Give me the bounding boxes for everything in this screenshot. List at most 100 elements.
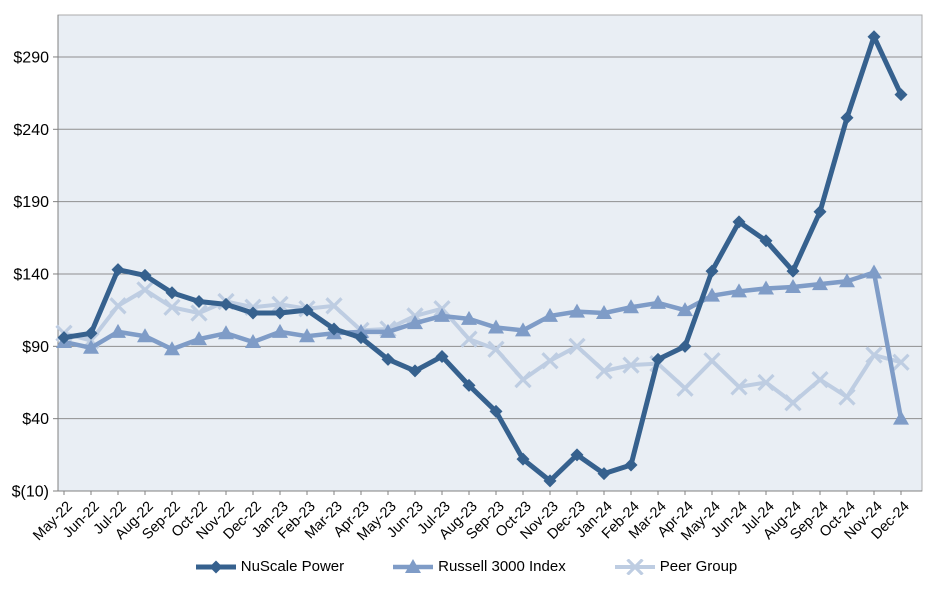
series-line-peer-group: [63, 287, 902, 405]
y-tick-label: $90: [22, 339, 49, 356]
diamond-marker: [138, 268, 152, 282]
y-tick-label: $190: [13, 194, 49, 211]
diamond-marker: [246, 306, 260, 320]
diamond-marker: [219, 297, 233, 311]
legend-label-peer-group: Peer Group: [659, 558, 738, 575]
triangle-marker: [893, 410, 909, 425]
diamond-marker: [759, 234, 773, 248]
diamond-marker: [209, 560, 223, 573]
triangle-marker: [569, 303, 585, 318]
diamond-marker: [678, 339, 692, 353]
legend-marker-nuscale-power: [195, 560, 236, 573]
triangle-marker: [83, 339, 99, 354]
triangle-marker: [191, 331, 207, 346]
diamond-marker: [57, 331, 71, 345]
x-marker: [460, 330, 478, 348]
x-marker: [163, 298, 181, 316]
x-marker: [487, 340, 505, 358]
triangle-marker: [812, 276, 828, 291]
legend-marker-peer-group: [614, 558, 655, 575]
legend-marker-russell-3000-index: [393, 558, 434, 573]
diamond-marker: [786, 264, 800, 278]
plot-area: [57, 14, 923, 492]
triangle-marker: [245, 333, 261, 348]
series-russell-3000-index: [56, 264, 909, 425]
triangle-marker: [515, 322, 531, 337]
x-marker: [730, 378, 748, 396]
x-marker: [676, 379, 694, 397]
diamond-marker: [894, 88, 908, 102]
x-marker: [271, 295, 289, 313]
triangle-marker: [758, 280, 774, 295]
triangle-marker: [461, 310, 477, 325]
triangle-marker: [488, 319, 504, 334]
triangle-marker: [405, 558, 422, 573]
triangle-marker: [785, 279, 801, 293]
x-marker: [626, 558, 644, 575]
x-marker: [568, 337, 586, 355]
diamond-marker: [84, 326, 98, 340]
diamond-marker: [273, 306, 287, 320]
legend-item-peer-group: Peer Group: [612, 558, 738, 575]
y-tick-label: $240: [13, 122, 49, 139]
triangle-marker: [650, 294, 666, 309]
y-tick-label: $290: [13, 49, 49, 66]
x-marker: [838, 388, 856, 406]
x-marker: [703, 352, 721, 370]
diamond-marker: [462, 378, 476, 392]
triangle-marker: [542, 307, 558, 322]
diamond-marker: [489, 404, 503, 418]
triangle-marker: [218, 325, 234, 340]
series-nuscale-power: [57, 30, 908, 488]
x-marker: [109, 297, 127, 315]
x-marker: [784, 394, 802, 412]
x-marker: [595, 362, 613, 380]
diamond-marker: [435, 349, 449, 363]
triangle-marker: [731, 283, 747, 298]
diamond-marker: [543, 474, 557, 488]
x-marker: [136, 281, 154, 299]
diamond-marker: [516, 452, 530, 466]
diamond-marker: [408, 364, 422, 378]
diamond-marker: [300, 303, 314, 317]
y-tick-label: $40: [22, 411, 49, 428]
triangle-marker: [380, 323, 396, 338]
diamond-marker: [570, 448, 584, 462]
triangle-marker: [407, 315, 423, 330]
x-marker: [622, 356, 640, 374]
diamond-marker: [732, 215, 746, 229]
triangle-marker: [623, 299, 639, 314]
diamond-marker: [327, 322, 341, 336]
diamond-marker: [165, 286, 179, 300]
diamond-marker: [597, 467, 611, 481]
diamond-marker: [813, 205, 827, 219]
legend-item-russell-3000-index: Russell 3000 Index: [390, 558, 566, 575]
x-marker: [757, 373, 775, 392]
diamond-marker: [624, 458, 638, 472]
diamond-marker: [651, 352, 665, 366]
triangle-marker: [299, 328, 315, 343]
triangle-marker: [596, 305, 612, 320]
legend-item-nuscale-power: NuScale Power: [193, 558, 344, 575]
triangle-marker: [272, 323, 288, 338]
triangle-marker: [110, 323, 126, 338]
y-tick-label: $140: [13, 266, 49, 283]
triangle-marker: [164, 341, 180, 356]
diamond-marker: [381, 352, 395, 366]
triangle-marker: [866, 264, 882, 279]
triangle-marker: [839, 273, 855, 288]
triangle-marker: [434, 307, 450, 322]
x-marker: [190, 304, 208, 322]
diamond-marker: [192, 294, 206, 308]
diamond-marker: [354, 331, 368, 345]
diamond-marker: [840, 111, 854, 125]
diamond-marker: [705, 264, 719, 278]
x-marker: [865, 346, 883, 364]
x-marker: [514, 370, 532, 389]
diamond-marker: [867, 30, 881, 44]
triangle-marker: [677, 302, 693, 317]
x-marker: [892, 353, 910, 371]
x-marker: [541, 352, 559, 370]
legend-label-russell-3000-index: Russell 3000 Index: [438, 558, 566, 575]
